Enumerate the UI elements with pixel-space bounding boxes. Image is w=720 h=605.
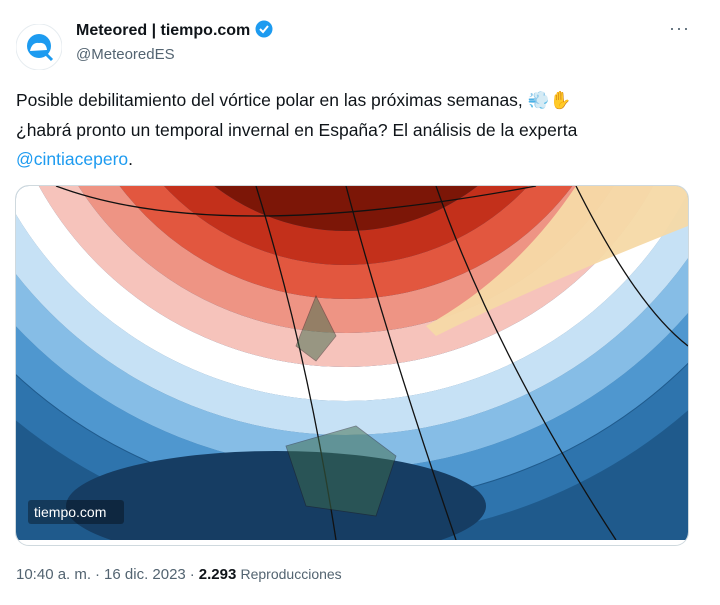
tweet-text: . (128, 149, 134, 169)
verified-badge (255, 20, 273, 38)
author-name[interactable]: Meteored | tiempo.com (76, 20, 273, 40)
tweet-text: Posible debilitamiento del vórtice polar… (16, 90, 523, 110)
emoji: 💨✋ (527, 90, 572, 110)
mention-link[interactable]: @cintiacepero (16, 149, 129, 169)
avatar[interactable] (16, 24, 62, 70)
author-name-text[interactable]: Meteored | tiempo.com (76, 22, 251, 39)
timestamp-time[interactable]: 10:40 a. m. (16, 566, 92, 583)
tweet-line: ¿habrá pronto un temporal invernal en Es… (16, 118, 577, 142)
view-count: 2.293 (198, 566, 237, 583)
more-button[interactable]: ··· (669, 18, 690, 38)
tweet-footer: 10:40 a. m. · 16 dic. 2023 · 2.293 Reproducc… (16, 566, 342, 583)
view-label: Reproducciones (240, 566, 342, 582)
tweet-line: @cintiacepero. (16, 147, 133, 171)
watermark: tiempo.com (34, 504, 106, 520)
separator: · (95, 566, 101, 583)
tweet-text: ¿habrá pronto un temporal invernal en Es… (16, 120, 578, 140)
author-handle[interactable]: @MeteoredES (76, 46, 175, 63)
tweet-line: Posible debilitamiento del vórtice polar… (16, 88, 571, 112)
timestamp-date[interactable]: 16 dic. 2023 (104, 566, 186, 583)
map: tiempo.com (16, 186, 688, 545)
tweet-image[interactable]: tiempo.com (15, 185, 689, 546)
separator: · (189, 566, 195, 583)
